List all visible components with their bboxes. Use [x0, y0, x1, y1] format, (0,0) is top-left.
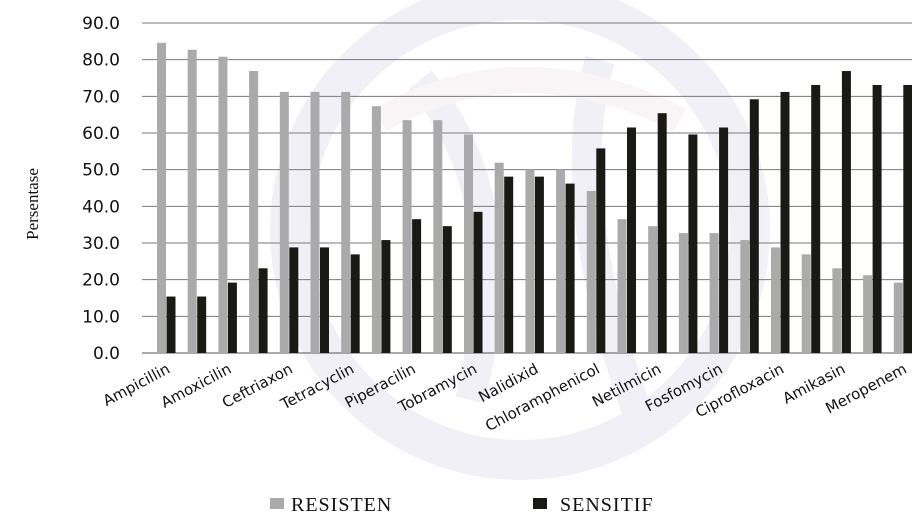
bar-sensitif: [657, 113, 667, 353]
legend: RESISTEN SENSITIF: [270, 494, 654, 516]
y-axis-label: Persentase: [23, 168, 42, 240]
y-tick-label: 70.0: [82, 87, 120, 107]
bar-resisten: [310, 91, 320, 353]
legend-swatch-resisten: [270, 498, 284, 509]
y-tick-label: 90.0: [82, 14, 120, 34]
bars-layer: [157, 42, 912, 354]
bar-resisten: [402, 120, 412, 354]
bar-sensitif: [903, 84, 912, 353]
y-tick-label: 80.0: [82, 51, 120, 71]
bar-resisten: [157, 42, 166, 354]
bar-sensitif: [872, 84, 882, 353]
y-axis-ticks: 0.0 10.0 20.0 30.0 40.0 50.0 60.0 70.0 80.0 90.0: [82, 14, 120, 364]
bar-resisten: [586, 190, 596, 353]
bar-sensitif: [227, 282, 237, 353]
bar-sensitif: [289, 247, 299, 353]
bar-resisten: [341, 91, 351, 353]
x-tick-label: Chloramphenicol: [482, 360, 602, 435]
bar-resisten: [218, 56, 228, 353]
bar-sensitif: [811, 84, 821, 353]
bar-sensitif: [688, 134, 698, 353]
bar-sensitif: [412, 219, 422, 353]
bar-resisten: [371, 106, 381, 353]
bar-sensitif: [504, 176, 514, 353]
y-tick-label: 60.0: [82, 124, 120, 144]
bar-resisten: [801, 254, 811, 353]
bar-resisten: [433, 120, 443, 354]
bar-resisten: [648, 226, 658, 353]
bar-resisten: [740, 240, 750, 353]
bar-sensitif: [166, 296, 176, 353]
legend-label-sensitif: SENSITIF: [560, 494, 654, 516]
bar-resisten: [525, 169, 535, 353]
bar-resisten: [187, 49, 197, 354]
bar-resisten: [279, 91, 289, 353]
bar-resisten: [494, 162, 504, 353]
bar-sensitif: [258, 268, 268, 353]
bar-resisten: [771, 247, 780, 353]
bar-sensitif: [534, 176, 544, 353]
y-tick-label: 40.0: [82, 197, 120, 217]
bar-resisten: [556, 169, 566, 353]
bar-sensitif: [719, 127, 729, 353]
bar-resisten: [709, 233, 719, 353]
bar-sensitif: [841, 71, 851, 354]
x-axis-labels: AmpicillinAmoxicilinCeftriaxonTetracycli…: [100, 360, 910, 435]
bar-sensitif: [627, 127, 636, 353]
bar-sensitif: [473, 211, 483, 353]
bar-resisten: [617, 219, 627, 353]
y-tick-label: 50.0: [82, 161, 120, 181]
legend-label-resisten: RESISTEN: [291, 494, 392, 516]
bar-resisten: [678, 233, 688, 353]
bar-sensitif: [350, 254, 360, 353]
bar-sensitif: [442, 226, 452, 353]
y-tick-label: 0.0: [93, 344, 120, 364]
bar-resisten: [893, 282, 903, 353]
y-tick-label: 30.0: [82, 234, 120, 254]
bar-sensitif: [749, 99, 759, 354]
bar-resisten: [832, 268, 842, 353]
bar-sensitif: [565, 183, 575, 353]
bar-resisten: [464, 134, 473, 353]
y-tick-label: 10.0: [82, 307, 120, 327]
bar-sensitif: [596, 148, 606, 353]
bar-sensitif: [780, 91, 790, 353]
bar-sensitif: [381, 240, 391, 353]
bar-sensitif: [197, 296, 207, 353]
y-tick-label: 20.0: [82, 271, 120, 291]
bar-resisten: [249, 71, 259, 354]
bar-resisten: [863, 275, 873, 353]
legend-swatch-sensitif: [533, 498, 547, 509]
bar-sensitif: [320, 247, 329, 353]
